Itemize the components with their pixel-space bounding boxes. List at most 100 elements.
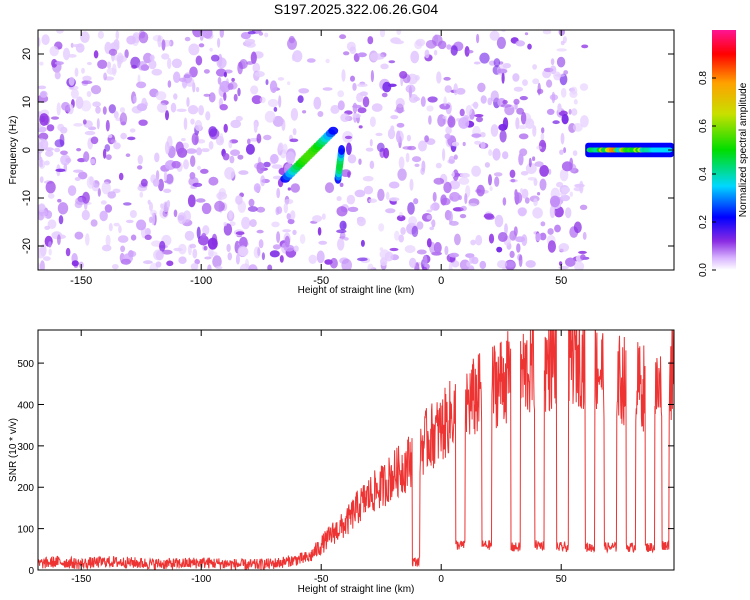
heat-blob xyxy=(196,147,202,156)
heat-blob xyxy=(112,188,121,194)
heat-blob xyxy=(156,102,168,113)
heat-blob xyxy=(241,216,251,230)
heat-blob xyxy=(138,119,148,126)
heat-blob xyxy=(54,147,61,153)
heat-blob xyxy=(532,78,540,85)
heat-blob xyxy=(388,60,396,64)
heat-blob xyxy=(497,232,508,242)
heat-blob xyxy=(312,215,323,223)
heat-blob xyxy=(191,132,199,146)
heat-blob xyxy=(362,96,370,108)
heat-blob xyxy=(49,46,59,57)
heat-blob xyxy=(161,39,166,51)
heat-blob xyxy=(556,48,567,52)
heat-blob xyxy=(161,249,173,255)
heat-blob xyxy=(343,237,349,241)
heat-blob xyxy=(578,250,587,254)
heat-blob xyxy=(97,59,108,69)
heat-blob xyxy=(130,234,137,241)
colorbar-tick-label: 0.0 xyxy=(698,263,709,277)
heat-blob xyxy=(489,186,493,192)
heat-blob xyxy=(560,87,567,98)
heat-blob xyxy=(396,215,406,222)
heat-blob xyxy=(536,145,542,150)
heat-blob xyxy=(460,205,467,212)
heat-blob xyxy=(496,246,503,253)
snr-frame xyxy=(37,329,675,571)
heat-blob xyxy=(68,76,75,86)
heat-blob xyxy=(390,115,399,120)
heat-blob xyxy=(358,158,362,165)
x-tick-label: -50 xyxy=(313,275,329,287)
heat-blob xyxy=(539,232,547,241)
heat-blob xyxy=(468,203,478,207)
heat-blob xyxy=(253,183,261,193)
heat-blob xyxy=(546,108,555,115)
heat-blob xyxy=(173,71,181,83)
heat-blob xyxy=(358,125,363,129)
heat-blob xyxy=(369,160,375,169)
heat-blob xyxy=(149,54,155,61)
heat-blob xyxy=(385,208,396,214)
heat-blob xyxy=(428,115,432,125)
heat-blob xyxy=(80,31,90,43)
heat-blob xyxy=(559,168,569,182)
heat-blob xyxy=(337,100,345,111)
heat-blob xyxy=(107,134,113,138)
heat-blob xyxy=(74,231,84,240)
y-tick-label: 100 xyxy=(17,525,34,536)
heat-blob xyxy=(91,183,100,192)
heat-blob xyxy=(97,188,101,197)
heat-blob xyxy=(290,210,296,220)
heat-blob xyxy=(390,201,398,205)
heat-blob xyxy=(540,132,545,142)
heat-blob xyxy=(448,155,455,164)
heat-blob xyxy=(260,175,266,187)
heat-blob xyxy=(293,245,299,252)
heat-blob xyxy=(289,138,299,143)
heat-blob xyxy=(459,172,470,178)
heat-blob xyxy=(171,160,181,169)
heat-blob xyxy=(513,98,520,105)
heat-blob xyxy=(248,198,255,207)
colorbar-gradient xyxy=(712,30,736,270)
heat-blob xyxy=(39,61,44,66)
heat-blob xyxy=(166,260,174,267)
heat-blob xyxy=(245,258,249,269)
heat-blob xyxy=(101,244,112,252)
colorbar: 0.0 0.2 0.4 0.6 0.8 Normalized spectral ampl… xyxy=(698,30,749,277)
heat-blob xyxy=(424,135,429,143)
heat-blob xyxy=(299,234,306,244)
heat-blob xyxy=(537,82,541,96)
heat-blob xyxy=(257,247,261,257)
heat-blob xyxy=(74,67,79,77)
heat-blob xyxy=(45,150,54,157)
heat-blob xyxy=(209,47,213,52)
heat-blob xyxy=(476,116,483,123)
heat-blob xyxy=(409,257,417,268)
heat-blob xyxy=(104,204,113,213)
heat-blob xyxy=(111,264,119,270)
heat-blob xyxy=(519,96,528,101)
heat-blob xyxy=(501,72,505,84)
heat-blob xyxy=(70,42,74,48)
heat-blob xyxy=(235,231,245,236)
x-tick-label: -50 xyxy=(314,574,329,585)
heat-blob xyxy=(92,101,101,107)
heat-blob xyxy=(247,31,256,35)
heat-blob xyxy=(520,171,529,176)
heat-blob xyxy=(129,210,137,218)
heat-blob xyxy=(502,99,508,105)
heat-blob xyxy=(502,151,509,160)
heat-blob xyxy=(380,63,389,70)
heat-blob xyxy=(117,235,129,243)
heat-blob xyxy=(216,191,228,200)
heat-blob xyxy=(414,40,423,50)
heat-blob xyxy=(394,108,405,113)
heat-blob xyxy=(90,85,102,95)
heat-blob xyxy=(90,136,99,145)
heat-blob xyxy=(267,98,279,108)
heat-blob xyxy=(186,97,190,107)
heat-blob xyxy=(337,90,345,98)
